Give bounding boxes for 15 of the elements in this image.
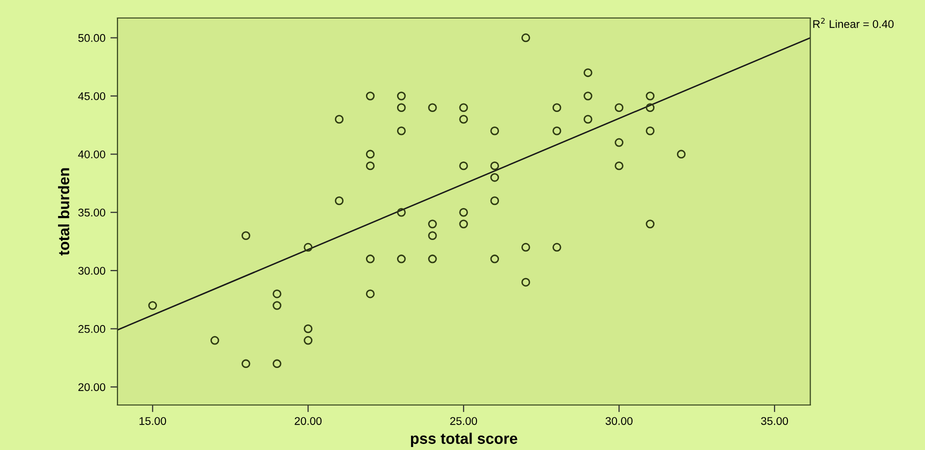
y-tick-label: 35.00 <box>78 208 106 217</box>
x-tick-label: 35.00 <box>761 417 788 425</box>
y-tick-label: 45.00 <box>78 92 106 100</box>
y-tick-label: 20.00 <box>78 383 106 392</box>
x-tick-label: 15.00 <box>140 417 166 425</box>
x-tick-label: 25.00 <box>450 417 478 425</box>
y-tick-label: 40.00 <box>78 150 106 158</box>
y-tick-label: 25.00 <box>78 325 106 333</box>
y-axis-title: total burden <box>58 168 70 256</box>
text: R$^{2}$ Linear = 0.40 <box>813 18 894 28</box>
y-tick-label: 30.00 <box>78 266 106 275</box>
x-tick-label: 30.00 <box>606 417 633 425</box>
y-tick-label: 50.00 <box>78 34 106 42</box>
x-tick-label: 20.00 <box>294 417 322 425</box>
x-axis-title: pss total score <box>410 432 518 447</box>
